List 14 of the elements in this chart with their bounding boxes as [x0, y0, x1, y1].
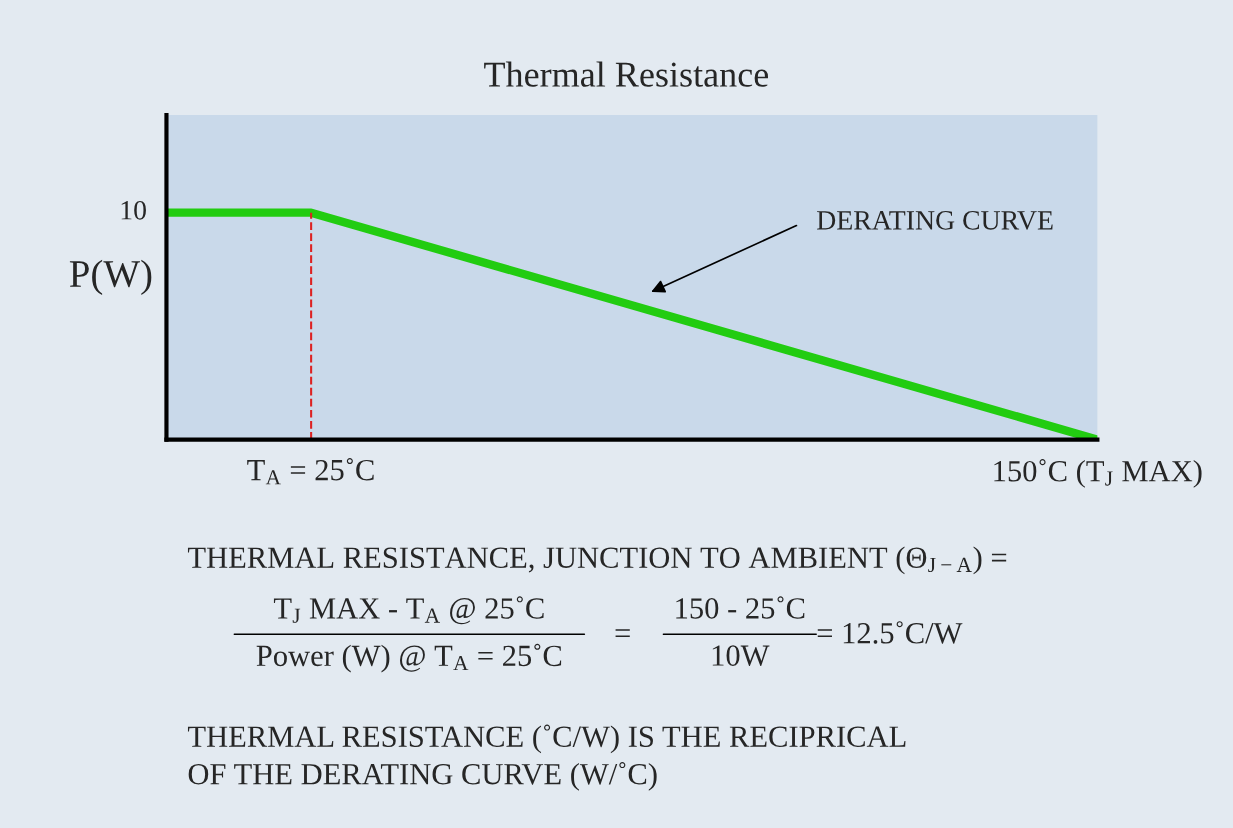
text: =: [615, 629, 630, 637]
text: 10W: [712, 645, 770, 667]
chart-title: Thermal Resistance: [484, 61, 768, 87]
x-tick-label: 150˚C (T$_{J}$ MAX): [994, 459, 1202, 488]
text: = 12.5˚C/W: [817, 621, 963, 644]
x-tick-label: T$_{A}$ = 25˚C: [247, 458, 374, 485]
text: THERMAL RESISTANCE (˚C/W) IS THE RECIPRICAL OF THE DERATING CURVE (W/˚C): [187, 724, 906, 791]
annotation: 10: [121, 200, 146, 220]
y-axis-title: P(W): [69, 259, 152, 296]
annotation: DERATING CURVE: [817, 211, 1053, 230]
text: Power (W) @ T$_{A}$ = 25˚C: [256, 643, 562, 673]
text: THERMAL RESISTANCE, JUNCTION TO AMBIENT (Θ$_{J−A}$) =: [187, 546, 1007, 575]
text: T$_{J}$ MAX - T$_{A}$ @ 25˚C: [273, 596, 544, 625]
text: 150 - 25˚C: [676, 596, 805, 619]
